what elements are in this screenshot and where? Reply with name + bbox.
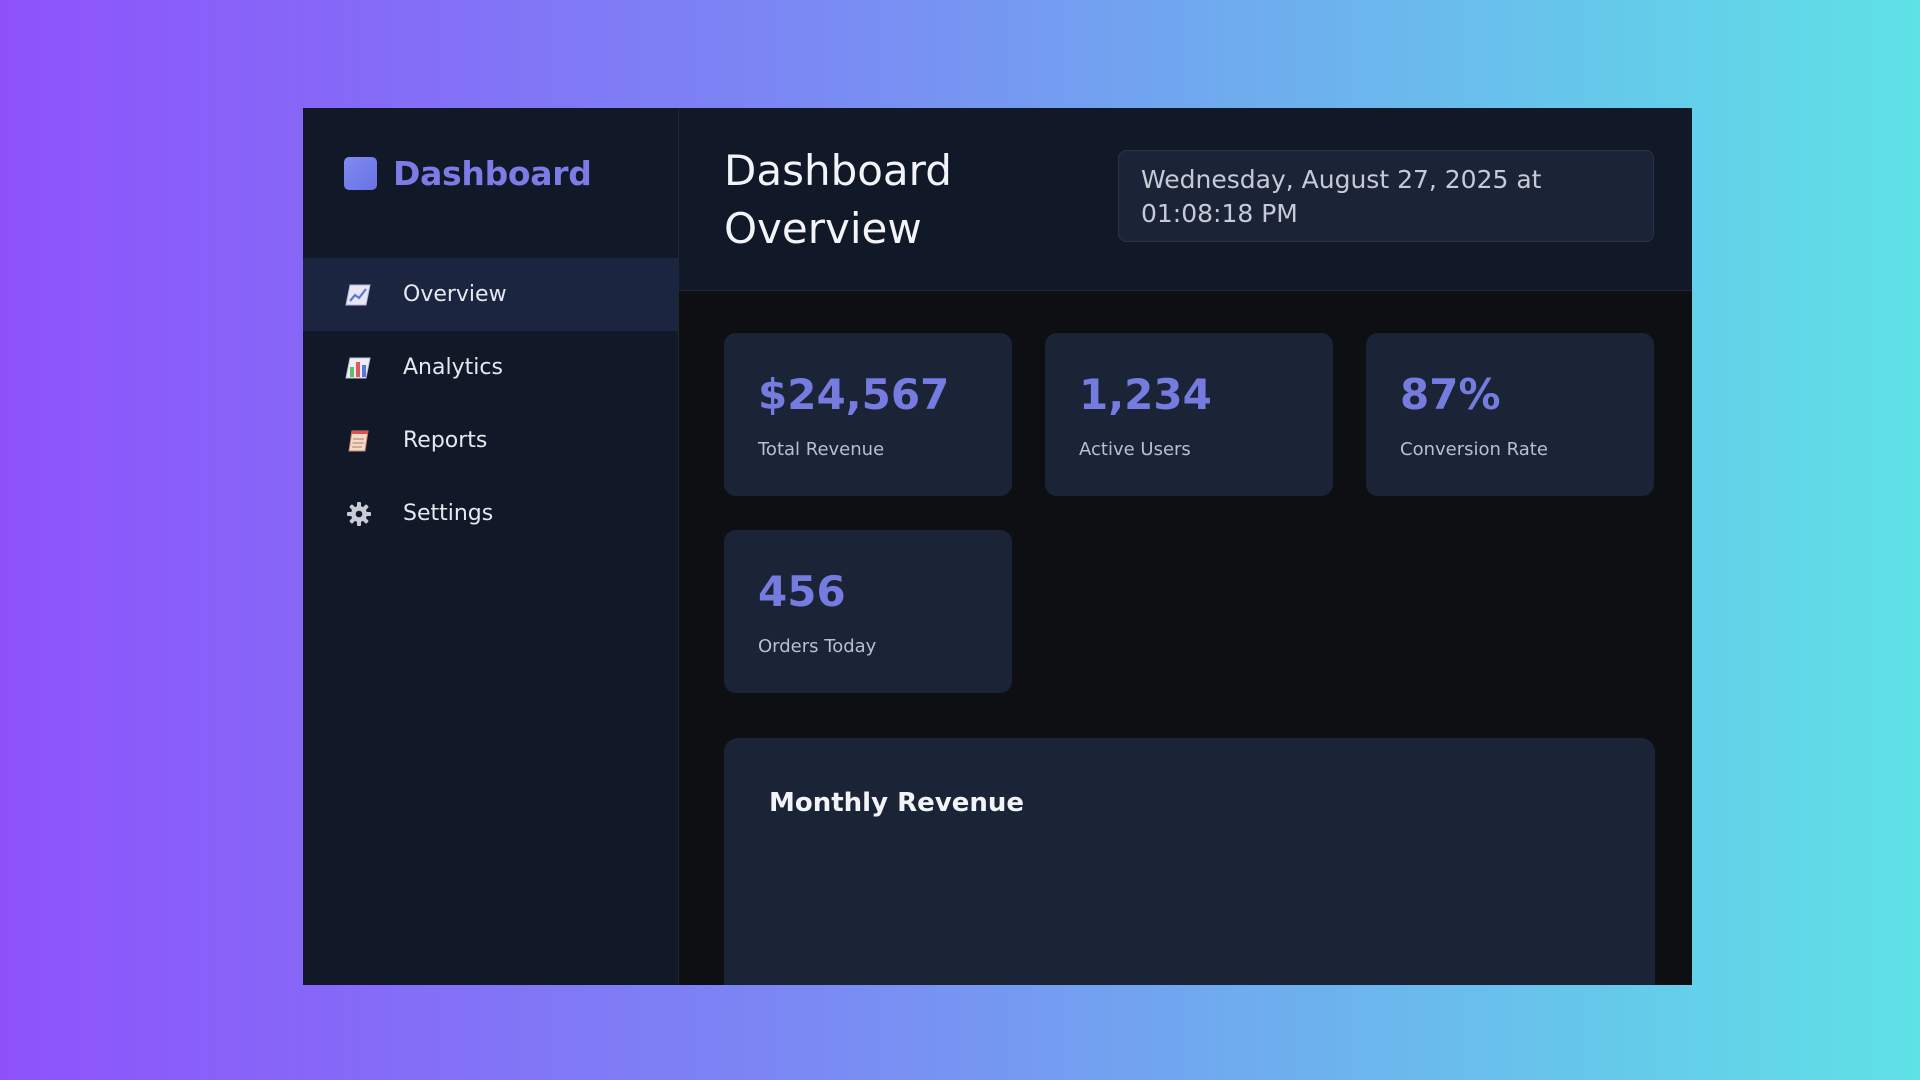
stat-card-active-users: 1,234 Active Users xyxy=(1045,333,1333,496)
sidebar-item-analytics[interactable]: Analytics xyxy=(303,331,678,404)
sidebar-nav: Overview Analytics xyxy=(303,258,678,550)
brand-title: Dashboard xyxy=(393,153,592,193)
stat-card-conversion-rate: 87% Conversion Rate xyxy=(1366,333,1654,496)
stat-label: Active Users xyxy=(1079,439,1191,460)
sidebar-item-label: Reports xyxy=(403,428,488,453)
stat-value: 1,234 xyxy=(1079,370,1212,419)
sidebar-item-settings[interactable]: Settings xyxy=(303,477,678,550)
stat-label: Orders Today xyxy=(758,636,877,657)
document-icon xyxy=(345,427,373,455)
stat-value: $24,567 xyxy=(758,370,950,419)
main-content: Dashboard Overview Wednesday, August 27,… xyxy=(679,108,1692,985)
sidebar-item-label: Overview xyxy=(403,282,507,307)
sidebar-item-label: Analytics xyxy=(403,355,503,380)
sidebar-item-reports[interactable]: Reports xyxy=(303,404,678,477)
bar-chart-icon xyxy=(345,354,373,382)
stat-label: Conversion Rate xyxy=(1400,439,1548,460)
sidebar: Dashboard Overview xyxy=(303,108,679,985)
chart-trend-icon xyxy=(345,281,373,309)
gear-icon xyxy=(345,500,373,528)
page-header: Dashboard Overview Wednesday, August 27,… xyxy=(679,108,1692,291)
stat-value: 87% xyxy=(1400,370,1501,419)
stat-value: 456 xyxy=(758,567,846,616)
stat-label: Total Revenue xyxy=(758,439,885,460)
brand[interactable]: Dashboard xyxy=(303,108,678,258)
page-title: Dashboard Overview xyxy=(724,146,952,253)
brand-logo-icon xyxy=(344,156,377,190)
sidebar-item-label: Settings xyxy=(403,501,494,526)
stat-card-total-revenue: $24,567 Total Revenue xyxy=(724,333,1012,496)
app-window: Dashboard Overview xyxy=(303,108,1692,985)
sidebar-item-overview[interactable]: Overview xyxy=(303,258,678,331)
chart-title: Monthly Revenue xyxy=(769,788,1024,818)
monthly-revenue-chart-card: Monthly Revenue xyxy=(724,738,1655,985)
datetime-display: Wednesday, August 27, 2025 at 01:08:18 P… xyxy=(1118,150,1654,242)
stat-card-orders-today: 456 Orders Today xyxy=(724,530,1012,693)
